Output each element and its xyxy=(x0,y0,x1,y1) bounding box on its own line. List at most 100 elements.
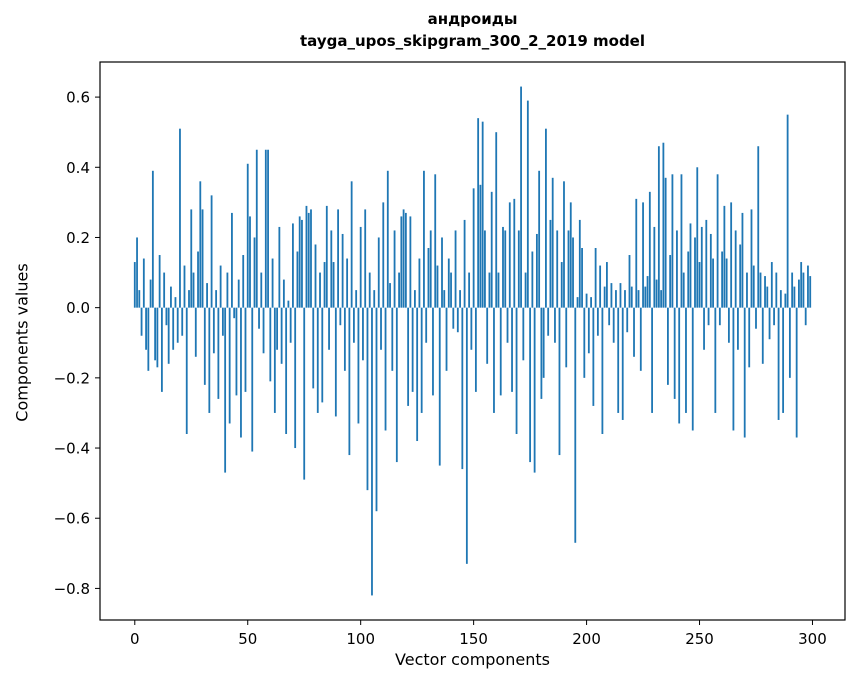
bar xyxy=(463,219,466,308)
x-tick-label: 50 xyxy=(238,630,257,648)
bar xyxy=(179,128,181,308)
bar xyxy=(773,307,775,326)
bar xyxy=(506,307,509,343)
bar xyxy=(565,307,568,368)
bar xyxy=(418,258,421,308)
bar xyxy=(682,272,685,308)
bar xyxy=(522,307,525,361)
bar xyxy=(786,114,789,308)
bar xyxy=(770,262,773,308)
bar xyxy=(371,307,373,596)
bar xyxy=(384,307,387,431)
x-tick-label: 250 xyxy=(685,630,714,648)
bar xyxy=(235,307,238,396)
bar xyxy=(456,307,459,333)
bar xyxy=(294,307,297,449)
bar xyxy=(734,230,737,308)
bar xyxy=(691,307,694,431)
bar xyxy=(655,279,658,308)
bar xyxy=(447,258,450,308)
bar xyxy=(572,237,574,308)
bar xyxy=(737,307,739,350)
bar xyxy=(549,219,552,308)
bar xyxy=(596,307,599,336)
bar xyxy=(249,216,251,308)
bar xyxy=(233,307,236,319)
bar xyxy=(504,230,507,308)
bar xyxy=(646,276,649,308)
bar xyxy=(624,290,626,308)
bar xyxy=(353,307,355,343)
bar xyxy=(364,209,367,308)
bar xyxy=(258,307,260,329)
bar xyxy=(224,307,227,473)
bar xyxy=(301,219,303,308)
bar xyxy=(788,307,791,378)
bar xyxy=(136,237,138,308)
bar xyxy=(615,290,617,308)
bar xyxy=(443,290,446,308)
y-tick-label: −0.8 xyxy=(54,580,90,598)
bar xyxy=(165,307,168,326)
bar xyxy=(154,307,157,361)
bar xyxy=(423,170,425,308)
bar xyxy=(312,307,315,389)
bar xyxy=(420,307,423,413)
bar xyxy=(563,181,565,308)
bar xyxy=(321,307,324,403)
bar xyxy=(746,272,748,308)
bar xyxy=(474,307,477,392)
bar xyxy=(145,307,147,350)
bar xyxy=(416,307,419,442)
bar xyxy=(479,184,482,308)
bar xyxy=(685,307,687,413)
bar xyxy=(450,272,452,308)
bar xyxy=(795,307,798,438)
bar xyxy=(612,307,615,343)
bar xyxy=(807,265,809,308)
bar xyxy=(775,272,778,308)
bar xyxy=(282,279,285,308)
bar xyxy=(511,307,513,392)
bar xyxy=(398,272,400,308)
bar xyxy=(212,307,215,354)
bar xyxy=(355,290,358,308)
bar xyxy=(590,297,592,308)
bar xyxy=(630,286,633,308)
bar xyxy=(660,290,663,308)
x-tick-label: 300 xyxy=(798,630,827,648)
bar xyxy=(325,205,328,308)
bar xyxy=(341,233,344,308)
bar xyxy=(264,149,267,308)
bar xyxy=(445,307,448,371)
bar xyxy=(278,226,281,308)
bar xyxy=(246,163,249,308)
bar xyxy=(377,237,380,308)
bar xyxy=(705,219,708,308)
chart-title: андроиды tayga_upos_skipgram_300_2_2019 … xyxy=(100,8,845,52)
bar xyxy=(633,307,635,357)
bar xyxy=(215,290,218,308)
bar xyxy=(359,226,362,308)
bar xyxy=(276,307,279,350)
bar xyxy=(766,286,769,308)
bar xyxy=(477,118,480,308)
bar xyxy=(718,307,721,326)
bar xyxy=(673,307,676,399)
bar xyxy=(280,307,283,364)
bar xyxy=(809,276,812,308)
bar xyxy=(133,262,136,308)
bar xyxy=(502,226,504,308)
bar xyxy=(271,258,274,308)
bar xyxy=(678,307,681,424)
bar xyxy=(240,307,242,438)
bar xyxy=(526,100,529,308)
bar xyxy=(346,258,349,308)
bar xyxy=(407,307,410,406)
bar xyxy=(798,279,800,308)
bar xyxy=(368,272,371,308)
bar xyxy=(759,272,762,308)
x-tick-label: 100 xyxy=(346,630,375,648)
bar xyxy=(228,307,231,424)
bar xyxy=(601,307,604,434)
